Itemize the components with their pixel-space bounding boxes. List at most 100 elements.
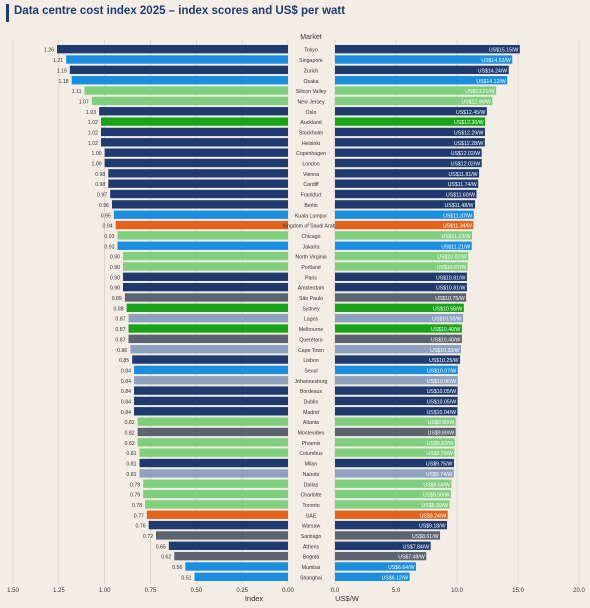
right-value-label: US$11.34/W [443,224,472,230]
market-label: Toronto [302,503,319,509]
right-tick-label: 10.0 [451,588,463,594]
market-label: Dublin [304,400,319,406]
left-bar [71,76,289,85]
right-bar [335,489,451,499]
right-value-label: US$10.05/W [427,400,457,406]
market-label: Johannesburg [295,379,328,385]
right-value-label: US$9.50/W [423,493,450,499]
left-value-label: 0.95 [101,213,111,219]
left-bar [185,562,288,571]
right-axis-title: US$/W [335,594,360,603]
right-bar [335,55,513,64]
right-value-label: US$12.02/W [451,162,481,168]
right-value-label: US$10.92/W [437,255,467,261]
chart-title: Data centre cost index 2025 – index scor… [14,5,346,17]
right-bar [335,355,461,364]
left-bar [174,551,288,561]
market-label: New Jersey [297,99,325,105]
right-value-label: US$10.04/W [427,410,457,416]
left-bar [91,96,288,106]
left-value-label: 0.84 [121,379,131,385]
left-bar [134,396,288,406]
left-bar [137,427,288,437]
right-bar [335,200,476,209]
right-bar [335,334,462,344]
left-bar [66,55,289,64]
market-label: Amsterdam [298,286,325,292]
market-label: Helsinki [302,141,320,147]
right-value-label: US$7.48/W [398,555,425,561]
right-bar [335,220,474,230]
market-label: Portland [301,265,320,271]
left-bar [132,355,288,364]
market-label: Warsaw [302,524,321,530]
right-value-label: US$9.89/W [428,431,455,437]
right-bar [335,438,455,447]
right-bar [335,386,458,395]
left-value-label: 0.77 [134,513,144,519]
right-bar [335,96,493,106]
left-value-label: 0.90 [110,265,120,271]
right-value-label: US$9.18/W [419,524,446,530]
left-value-label: 0.84 [121,389,131,395]
right-value-label: US$12.45/W [456,110,486,116]
right-bar [335,293,467,302]
left-bar [145,500,288,509]
left-bar [146,510,288,519]
market-label: Frankfurt [301,193,322,199]
right-bar [335,376,458,385]
market-label: Auckland [300,120,321,126]
left-bar [194,572,288,581]
market-label: Tokyo [304,48,318,54]
left-value-label: 1.03 [86,110,96,116]
market-label: Sydney [302,306,320,312]
left-value-label: 0.79 [130,482,140,488]
right-bar [335,241,472,250]
right-bar [335,179,479,188]
right-value-label: US$9.79/W [426,451,453,457]
right-bar [335,324,462,333]
right-bar [335,169,480,178]
left-bar [110,189,289,199]
left-value-label: 0.81 [126,472,136,478]
left-value-label: 0.93 [104,234,114,240]
left-bar [57,45,288,54]
right-tick-label: 5.0 [392,588,401,594]
market-label: Bordeaux [300,389,323,395]
market-label: Shanghai [300,575,322,581]
left-tick-label: 1.00 [99,588,111,594]
left-value-label: 0.78 [132,503,142,509]
left-value-label: 1.11 [72,89,82,95]
left-bar [113,210,288,219]
market-label: Seoul [304,368,317,374]
left-bar [101,117,288,126]
left-bar [143,489,288,499]
right-bar [335,572,410,581]
market-label: Mumbai [302,565,320,571]
left-bar [126,303,289,312]
market-label: Stockholm [299,131,323,137]
right-value-label: US$10.87/W [437,265,467,271]
market-label: Osaka [304,79,319,85]
left-bar [117,241,288,250]
right-bar [335,303,464,312]
left-value-label: 0.84 [121,368,131,374]
left-value-label: 0.86 [117,348,127,354]
left-value-label: 0.87 [115,327,125,333]
market-label: Dallas [304,482,319,488]
left-bar [134,407,288,416]
right-value-label: US$10.56/W [433,306,463,312]
right-value-label: US$9.24/W [420,513,447,519]
left-bar [123,272,288,281]
left-value-label: 0.93 [104,244,114,250]
right-bar [335,231,473,240]
left-bar [101,138,288,147]
market-label: Santiago [301,534,322,540]
right-value-label: US$7.84/W [403,544,430,550]
right-value-label: US$12.02/W [451,151,481,157]
market-label: Querétaro [299,337,322,343]
right-value-label: US$10.75/W [435,296,465,302]
market-label: São Paulo [299,296,323,302]
right-bar [335,127,485,137]
market-label: Zurich [304,68,319,74]
